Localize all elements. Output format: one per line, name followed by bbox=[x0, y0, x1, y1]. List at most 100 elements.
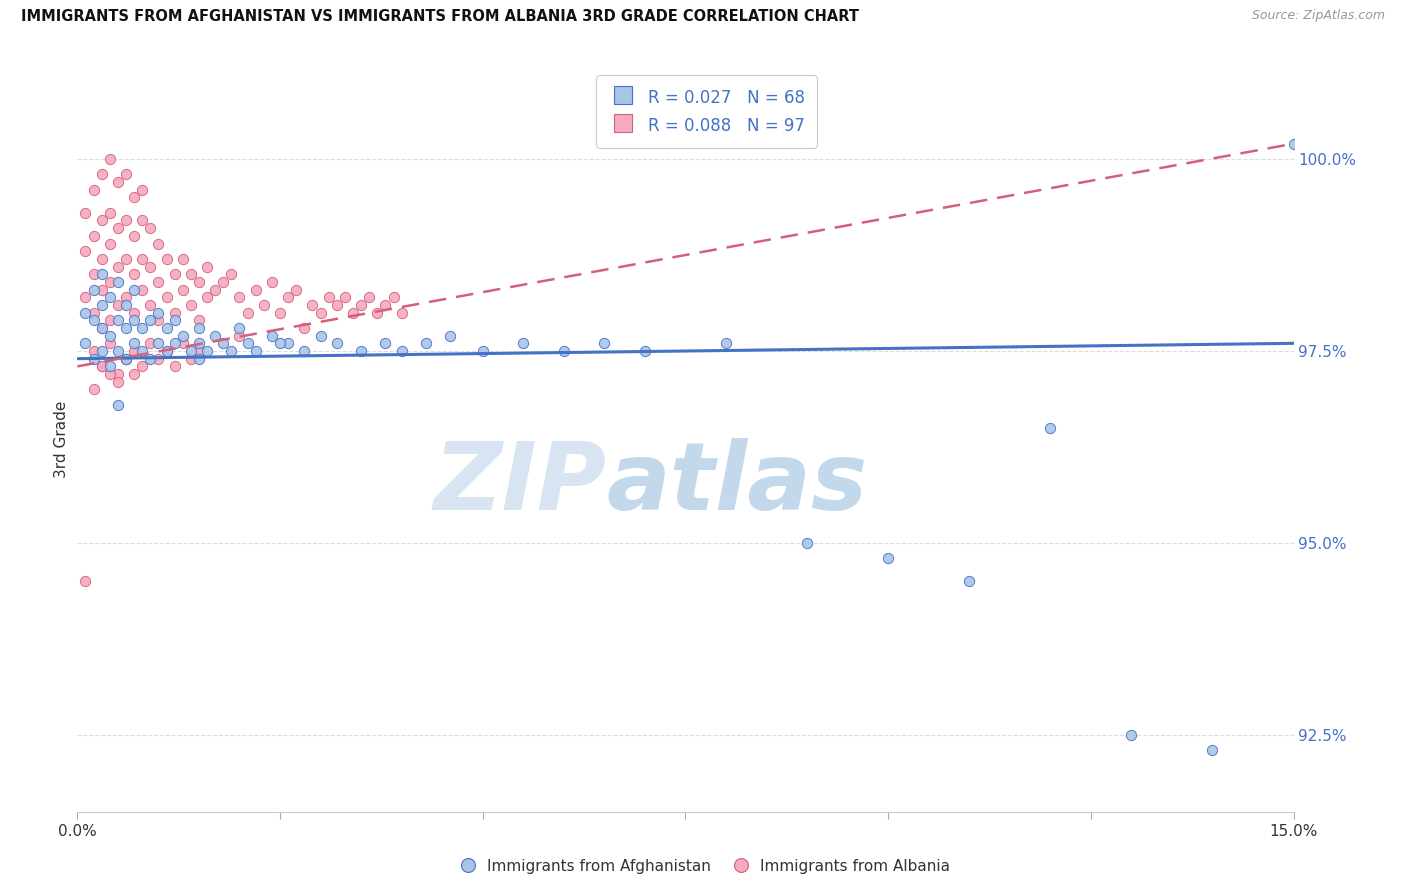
Point bbox=[188, 336, 211, 351]
Point bbox=[204, 328, 226, 343]
Point bbox=[221, 344, 243, 359]
Point bbox=[122, 305, 145, 319]
Point bbox=[391, 305, 413, 319]
Point bbox=[714, 336, 737, 351]
Point bbox=[212, 336, 235, 351]
Point bbox=[115, 351, 138, 366]
Point bbox=[98, 290, 121, 304]
Point bbox=[98, 313, 121, 327]
Point bbox=[269, 336, 291, 351]
Point bbox=[131, 344, 153, 359]
Point bbox=[75, 574, 97, 589]
Point bbox=[115, 213, 138, 227]
Text: Source: ZipAtlas.com: Source: ZipAtlas.com bbox=[1251, 9, 1385, 22]
Legend: Immigrants from Afghanistan, Immigrants from Albania: Immigrants from Afghanistan, Immigrants … bbox=[450, 853, 956, 880]
Point bbox=[131, 359, 153, 374]
Point bbox=[172, 252, 194, 266]
Point bbox=[260, 275, 283, 289]
Point bbox=[415, 336, 437, 351]
Point bbox=[342, 305, 364, 319]
Point bbox=[245, 344, 267, 359]
Point bbox=[98, 367, 121, 381]
Point bbox=[195, 260, 218, 274]
Point bbox=[188, 313, 211, 327]
Point bbox=[115, 321, 138, 335]
Point bbox=[350, 298, 373, 312]
Point bbox=[148, 313, 170, 327]
Point bbox=[107, 175, 129, 189]
Point bbox=[90, 359, 112, 374]
Point bbox=[188, 351, 211, 366]
Point bbox=[1201, 743, 1223, 757]
Point bbox=[131, 283, 153, 297]
Point bbox=[83, 305, 105, 319]
Point bbox=[107, 367, 129, 381]
Point bbox=[115, 168, 138, 182]
Point bbox=[228, 321, 250, 335]
Point bbox=[155, 321, 177, 335]
Point bbox=[90, 321, 112, 335]
Point bbox=[122, 228, 145, 243]
Point bbox=[163, 313, 186, 327]
Point bbox=[309, 328, 332, 343]
Point bbox=[115, 252, 138, 266]
Point bbox=[277, 290, 299, 304]
Point bbox=[326, 336, 349, 351]
Point bbox=[212, 275, 235, 289]
Point bbox=[98, 359, 121, 374]
Point bbox=[131, 213, 153, 227]
Point bbox=[163, 267, 186, 281]
Point bbox=[98, 152, 121, 166]
Point bbox=[292, 321, 315, 335]
Point bbox=[139, 336, 162, 351]
Point bbox=[90, 359, 112, 374]
Point bbox=[75, 244, 97, 259]
Point bbox=[318, 290, 340, 304]
Point bbox=[98, 275, 121, 289]
Point bbox=[115, 298, 138, 312]
Point bbox=[83, 228, 105, 243]
Point bbox=[163, 305, 186, 319]
Point bbox=[236, 305, 259, 319]
Point bbox=[115, 351, 138, 366]
Point bbox=[98, 336, 121, 351]
Point bbox=[204, 283, 226, 297]
Point bbox=[148, 351, 170, 366]
Point bbox=[107, 398, 129, 412]
Point bbox=[122, 367, 145, 381]
Point bbox=[83, 267, 105, 281]
Point bbox=[122, 336, 145, 351]
Point bbox=[115, 351, 138, 366]
Point bbox=[796, 536, 818, 550]
Point bbox=[75, 290, 97, 304]
Point bbox=[957, 574, 980, 589]
Point bbox=[634, 344, 657, 359]
Point bbox=[122, 267, 145, 281]
Point bbox=[1121, 728, 1143, 742]
Point bbox=[131, 321, 153, 335]
Point bbox=[309, 305, 332, 319]
Point bbox=[382, 290, 405, 304]
Point bbox=[260, 328, 283, 343]
Text: ZIP: ZIP bbox=[433, 438, 606, 530]
Point bbox=[75, 336, 97, 351]
Point bbox=[90, 321, 112, 335]
Point bbox=[155, 290, 177, 304]
Point bbox=[139, 351, 162, 366]
Point bbox=[139, 313, 162, 327]
Point bbox=[350, 344, 373, 359]
Point bbox=[180, 344, 202, 359]
Point bbox=[155, 344, 177, 359]
Point bbox=[1039, 421, 1062, 435]
Point bbox=[75, 206, 97, 220]
Point bbox=[90, 298, 112, 312]
Point bbox=[269, 305, 291, 319]
Point bbox=[107, 344, 129, 359]
Point bbox=[98, 236, 121, 251]
Text: IMMIGRANTS FROM AFGHANISTAN VS IMMIGRANTS FROM ALBANIA 3RD GRADE CORRELATION CHA: IMMIGRANTS FROM AFGHANISTAN VS IMMIGRANT… bbox=[21, 9, 859, 24]
Point bbox=[163, 359, 186, 374]
Point bbox=[83, 351, 105, 366]
Point bbox=[122, 283, 145, 297]
Point bbox=[83, 283, 105, 297]
Point bbox=[439, 328, 461, 343]
